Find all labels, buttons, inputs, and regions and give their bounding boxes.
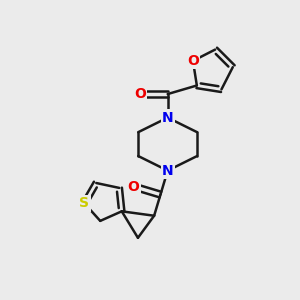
Text: N: N [162,111,173,124]
Text: O: O [128,179,140,194]
Text: S: S [80,196,89,210]
Text: O: O [187,54,199,68]
Text: N: N [162,164,173,178]
Text: O: O [134,87,146,101]
